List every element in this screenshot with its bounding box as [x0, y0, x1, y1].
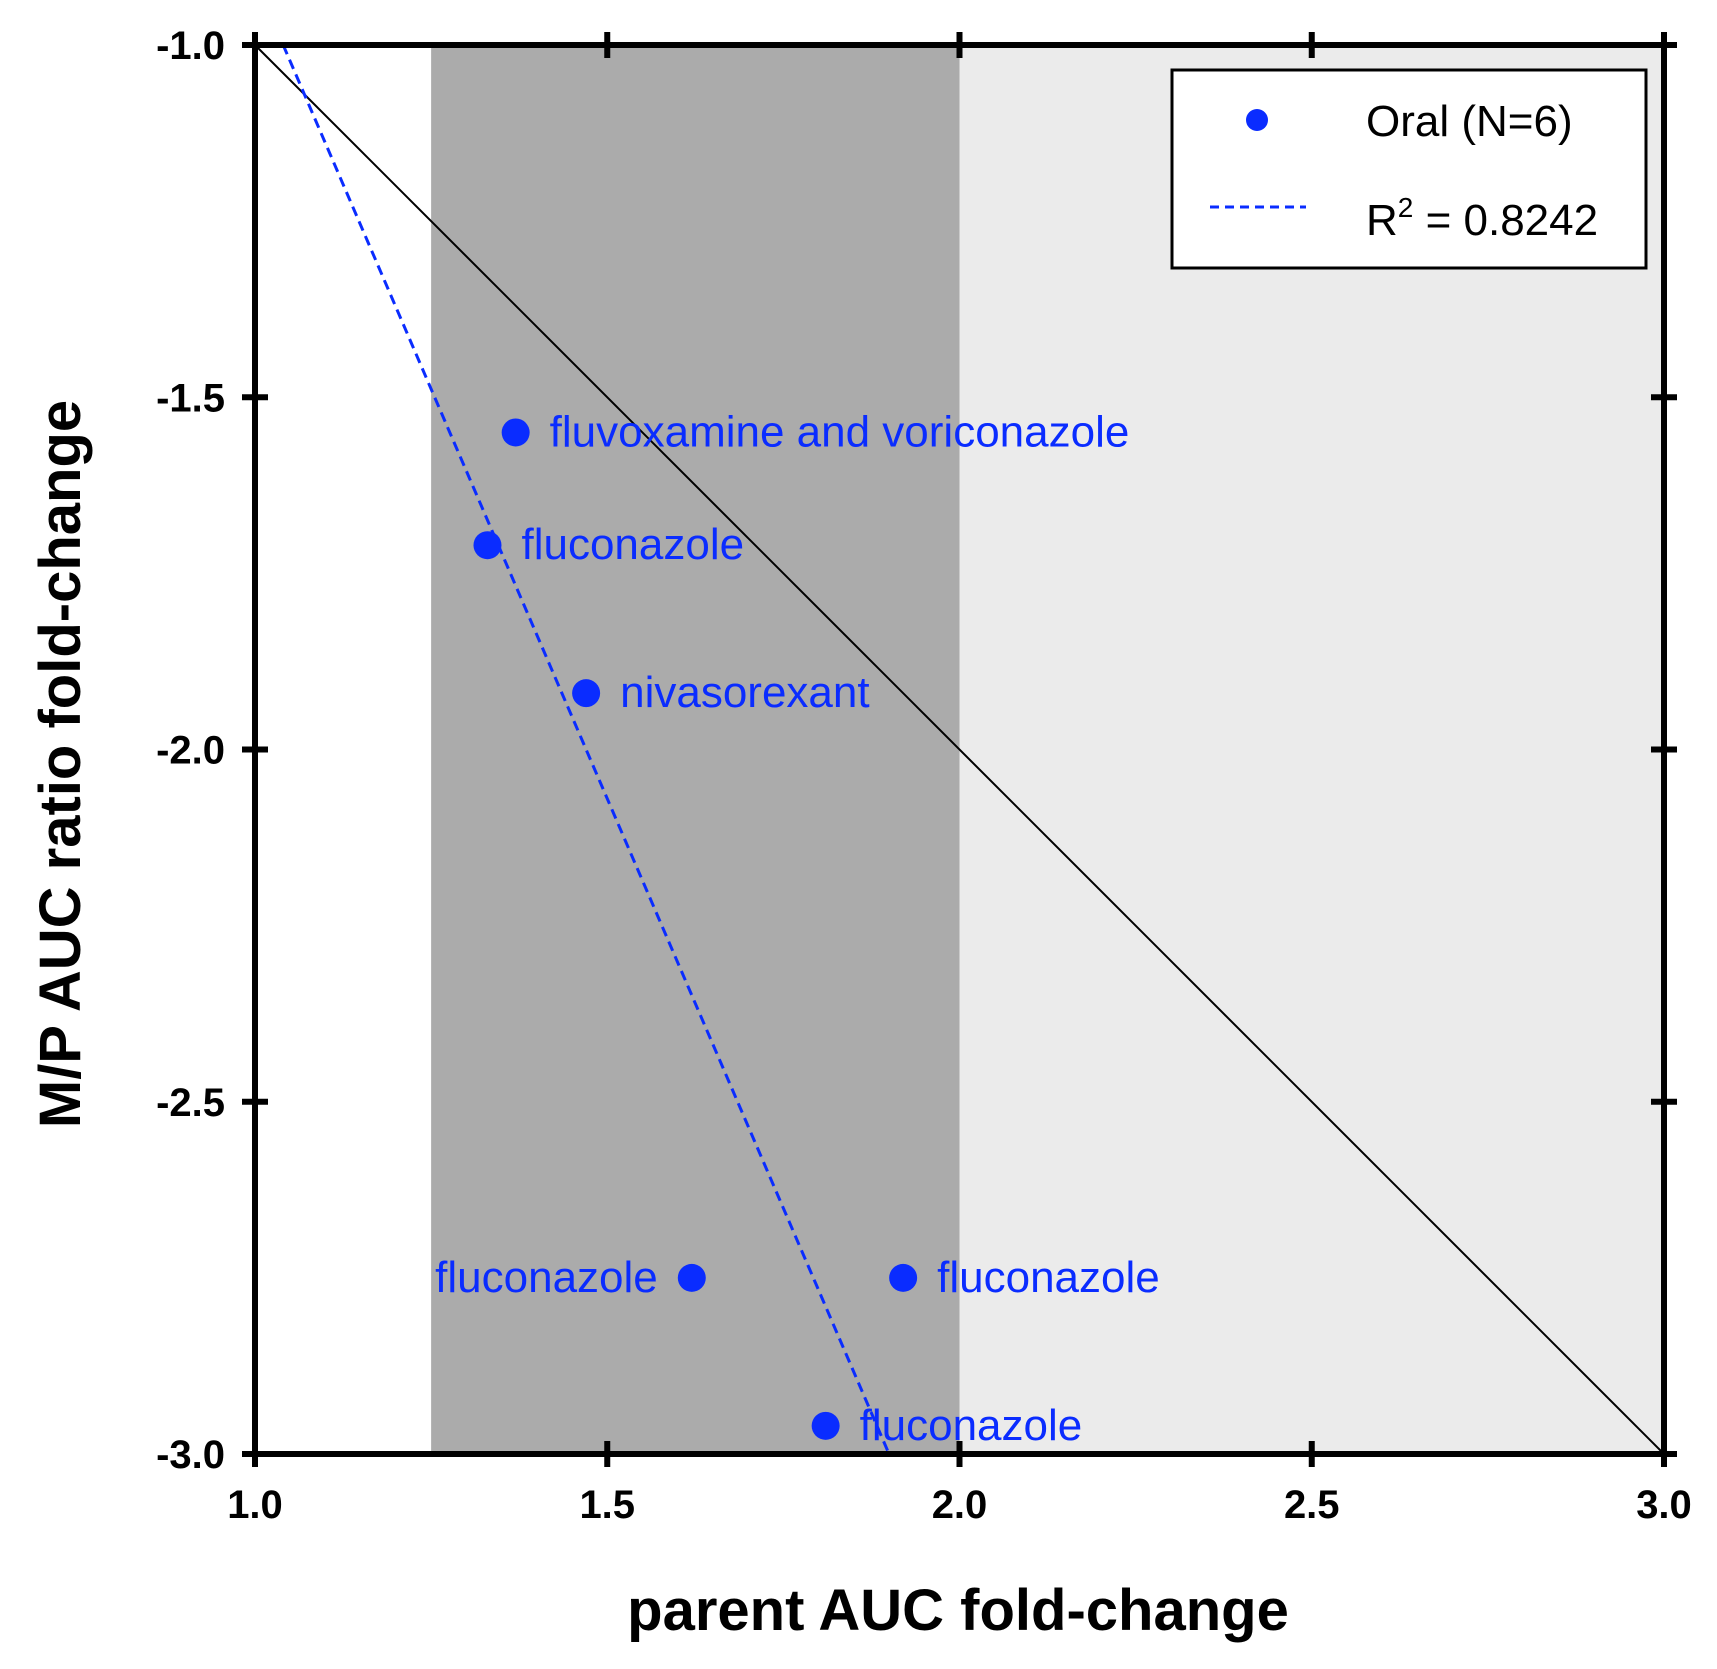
data-point [501, 418, 530, 447]
point-label: fluconazole [937, 1253, 1160, 1302]
x-tick-label: 3.0 [1636, 1483, 1692, 1527]
legend-label-fit: R2 = 0.8242 [1366, 192, 1598, 245]
point-label: fluconazole [435, 1253, 658, 1302]
legend: Oral (N=6) R2 = 0.8242 [1170, 68, 1648, 270]
data-point [677, 1263, 706, 1292]
y-tick-label: -2.0 [156, 729, 225, 773]
data-point [811, 1411, 840, 1440]
legend-fit-suffix: = 0.8242 [1413, 196, 1598, 245]
data-point [889, 1263, 918, 1292]
data-point [572, 679, 601, 708]
point-label: fluconazole [521, 520, 744, 569]
legend-label-oral: Oral (N=6) [1366, 97, 1573, 146]
x-tick-label: 1.5 [579, 1483, 635, 1527]
shaded-band-light [959, 45, 1664, 1454]
identity-line [254, 44, 1665, 1455]
y-tick-label: -3.0 [156, 1433, 225, 1477]
data-points: fluvoxamine and voriconazole fluconazole n… [435, 407, 1160, 1449]
x-tick-label: 2.0 [932, 1483, 988, 1527]
point-label: fluvoxamine and voriconazole [550, 407, 1130, 456]
reference-lines [254, 44, 1665, 1455]
legend-box [1170, 68, 1648, 270]
x-axis-title: parent AUC fold-change [627, 1578, 1289, 1643]
y-tick-label: -1.0 [156, 24, 225, 68]
shaded-bands [431, 45, 1664, 1454]
y-tick-label: -2.5 [156, 1081, 225, 1125]
legend-fit-prefix: R [1366, 196, 1398, 245]
data-point [473, 531, 502, 560]
point-label: fluconazole [860, 1401, 1083, 1450]
y-tick-label: -1.5 [156, 376, 225, 420]
x-tick-label: 1.0 [227, 1483, 283, 1527]
shaded-band-dark [431, 45, 960, 1454]
y-axis-title: M/P AUC ratio fold-change [28, 400, 93, 1128]
point-label: nivasorexant [620, 668, 869, 717]
legend-fit-superscript: 2 [1398, 192, 1414, 223]
axis-ticks: 1.0 1.5 2.0 2.5 3.0 -1.0 -1.5 -2.0 -2.5 -3.0 [156, 24, 1692, 1527]
x-tick-label: 2.5 [1284, 1483, 1340, 1527]
legend-marker-oral [1246, 109, 1268, 131]
